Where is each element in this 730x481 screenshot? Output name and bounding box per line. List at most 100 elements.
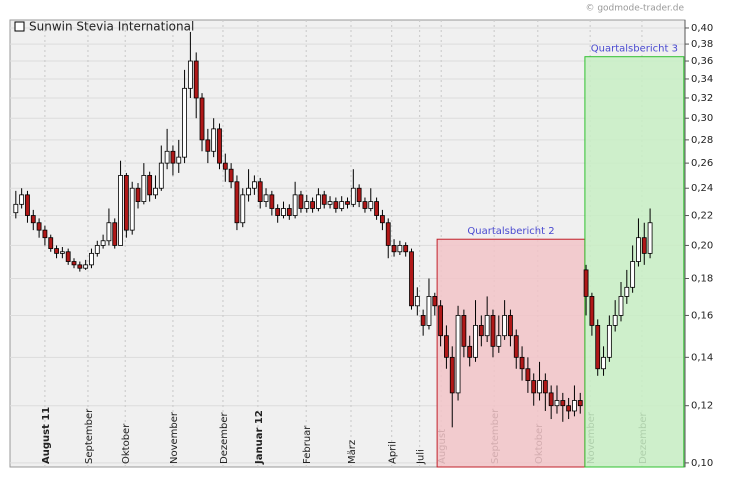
candle-body xyxy=(263,194,269,202)
candle-body xyxy=(350,187,356,205)
y-tick-label: 0,18 xyxy=(691,273,713,284)
candle-body xyxy=(222,162,228,170)
candle-body xyxy=(409,251,414,307)
x-tick-label: September xyxy=(84,408,95,464)
source: © godmode-trader.de xyxy=(585,4,684,14)
annotation-label: Quartalsbericht 3 xyxy=(591,44,678,55)
candle-body xyxy=(618,296,624,316)
candle-body xyxy=(112,222,118,246)
candle-body xyxy=(228,168,234,183)
candle-body xyxy=(25,194,30,216)
candle-body xyxy=(100,240,106,246)
candle-body xyxy=(601,356,606,370)
candle-body xyxy=(182,87,187,158)
candle-body xyxy=(170,150,176,164)
candle-body xyxy=(310,201,315,209)
candle-body xyxy=(240,194,246,224)
candle-body xyxy=(368,201,374,209)
legend-swatch xyxy=(14,21,25,32)
y-tick-label: 0,30 xyxy=(691,113,713,124)
y-tick-label: 0,16 xyxy=(691,310,713,321)
candle-body xyxy=(123,175,129,231)
y-tick-label: 0,32 xyxy=(691,93,713,104)
x-tick-label: Oktober xyxy=(121,423,132,464)
candle-body xyxy=(193,60,199,99)
annotation-box xyxy=(436,238,586,468)
candle-body xyxy=(560,400,566,407)
candle-body xyxy=(467,345,473,358)
candle-body xyxy=(473,325,478,358)
candle-body xyxy=(414,296,420,307)
candle-body xyxy=(624,286,630,297)
candle-body xyxy=(548,392,554,407)
candle-body xyxy=(106,222,112,242)
candle-body xyxy=(374,201,379,216)
candle-body xyxy=(420,315,426,326)
candle-body xyxy=(30,215,36,224)
candle-body xyxy=(13,203,19,214)
candle-body xyxy=(385,222,391,246)
candle-body xyxy=(205,139,211,152)
candle-body xyxy=(48,237,54,249)
candle-body xyxy=(158,162,164,189)
candle-body xyxy=(65,251,71,262)
candle-body xyxy=(234,181,240,224)
candle-body xyxy=(432,296,438,307)
y-tick-label: 0,22 xyxy=(691,211,713,222)
candle-body xyxy=(444,335,449,358)
candle-body xyxy=(496,335,502,347)
candle-body xyxy=(257,181,263,202)
candle-body xyxy=(71,261,77,266)
candle-body xyxy=(478,325,484,337)
candle-body xyxy=(59,251,65,254)
candle-body xyxy=(333,201,339,209)
candle-body xyxy=(19,194,25,205)
candle-body xyxy=(589,296,595,326)
candle-body xyxy=(77,264,83,269)
candle-body xyxy=(164,150,170,164)
candle-body xyxy=(135,187,141,202)
x-tick-label: März xyxy=(347,440,358,464)
y-tick-label: 0,24 xyxy=(691,183,713,194)
candle-body xyxy=(286,208,292,216)
candle-body xyxy=(490,315,496,347)
candle-body xyxy=(647,222,653,254)
candle-body xyxy=(537,380,542,394)
y-tick-label: 0,14 xyxy=(691,352,713,363)
candle-body xyxy=(595,325,601,370)
x-tick-label: August 11 xyxy=(41,407,52,464)
candle-body xyxy=(327,201,333,205)
candle-body xyxy=(83,264,89,269)
candle-body xyxy=(251,181,257,189)
candle-body xyxy=(42,229,48,239)
candle-body xyxy=(403,245,409,253)
y-tick-label: 0,12 xyxy=(691,401,713,412)
candle-body xyxy=(176,156,182,164)
x-tick-label: Juli xyxy=(416,449,427,465)
candle-body xyxy=(397,245,403,253)
candle-body xyxy=(636,237,641,262)
y-tick-label: 0,34 xyxy=(691,74,713,85)
candle-body xyxy=(147,175,153,196)
candle-body xyxy=(554,400,560,407)
candle-body xyxy=(269,194,275,209)
x-tick-label: Februar xyxy=(302,425,313,464)
candle-body xyxy=(304,201,310,209)
candle-body xyxy=(54,248,59,254)
candle-body xyxy=(89,252,94,266)
candle-body xyxy=(426,296,432,326)
candle-body xyxy=(542,380,548,394)
candle-body xyxy=(362,201,368,209)
candle-body xyxy=(246,187,251,196)
candle-body xyxy=(449,356,455,394)
candle-body xyxy=(630,261,636,288)
candle-body xyxy=(118,175,123,246)
candle-body xyxy=(129,187,135,231)
candle-body xyxy=(612,315,618,326)
candle-body xyxy=(502,315,508,337)
candle-body xyxy=(455,315,461,394)
candle-body xyxy=(391,245,397,253)
chart-title: Sunwin Stevia International xyxy=(29,20,194,34)
candle-body xyxy=(292,194,298,216)
y-tick-label: 0,10 xyxy=(691,458,713,469)
